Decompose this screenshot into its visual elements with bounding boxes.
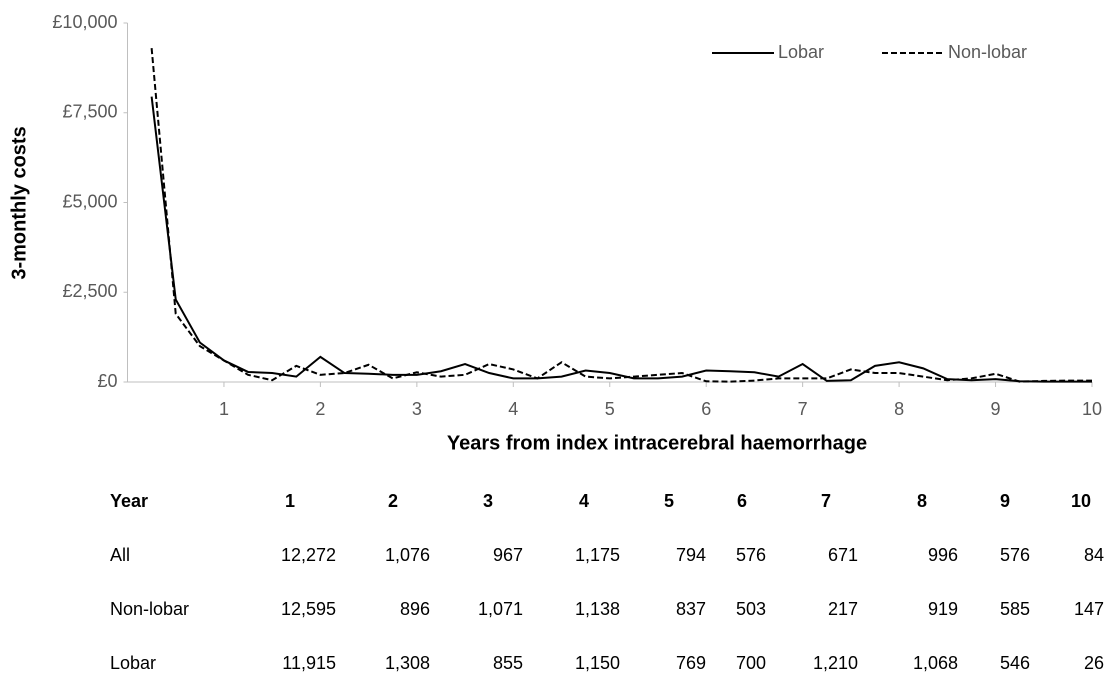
y-tick-label: £5,000 <box>62 191 117 211</box>
table-header: 7 <box>821 491 831 511</box>
table-cell: 794 <box>676 545 706 565</box>
series-line <box>150 48 1092 383</box>
x-tick-label: 1 <box>219 399 229 419</box>
table-cell: 1,068 <box>913 653 958 673</box>
table-row-label: All <box>110 545 130 565</box>
table-cell: 12,595 <box>281 599 336 619</box>
table-cell: 769 <box>676 653 706 673</box>
table-row-label: Non-lobar <box>110 599 189 619</box>
table-header: 9 <box>1000 491 1010 511</box>
x-tick-label: 7 <box>798 399 808 419</box>
x-tick-label: 5 <box>605 399 615 419</box>
x-tick-label: 4 <box>508 399 518 419</box>
table-header: 3 <box>483 491 493 511</box>
table-cell: 1,138 <box>575 599 620 619</box>
y-tick-label: £7,500 <box>62 102 117 122</box>
table-cell: 546 <box>1000 653 1030 673</box>
table-cell: 1,071 <box>478 599 523 619</box>
table-cell: 84 <box>1084 545 1104 565</box>
table-header: 1 <box>285 491 295 511</box>
legend-label: Lobar <box>778 42 824 62</box>
table-cell: 217 <box>828 599 858 619</box>
y-tick-label: £0 <box>97 371 117 391</box>
table-cell: 1,150 <box>575 653 620 673</box>
table-header: 5 <box>664 491 674 511</box>
table-cell: 576 <box>1000 545 1030 565</box>
table-header: 8 <box>917 491 927 511</box>
table-cell: 26 <box>1084 653 1104 673</box>
table-cell: 1,210 <box>813 653 858 673</box>
table-cell: 12,272 <box>281 545 336 565</box>
table-cell: 11,915 <box>282 653 336 673</box>
x-axis-title: Years from index intracerebral haemorrha… <box>447 432 867 454</box>
y-tick-label: £2,500 <box>62 281 117 301</box>
table-cell: 1,076 <box>385 545 430 565</box>
table-cell: 1,175 <box>575 545 620 565</box>
x-tick-label: 9 <box>991 399 1001 419</box>
table-cell: 919 <box>928 599 958 619</box>
table-header: 10 <box>1071 491 1091 511</box>
table-cell: 855 <box>493 653 523 673</box>
table-cell: 503 <box>736 599 766 619</box>
table-cell: 837 <box>676 599 706 619</box>
table-cell: 1,308 <box>385 653 430 673</box>
x-tick-label: 3 <box>412 399 422 419</box>
legend-label: Non-lobar <box>948 42 1027 62</box>
table-row-label: Lobar <box>110 653 156 673</box>
table-header: 2 <box>388 491 398 511</box>
table-cell: 585 <box>1000 599 1030 619</box>
table-header: Year <box>110 491 148 511</box>
series-line <box>150 96 1092 383</box>
table-cell: 700 <box>736 653 766 673</box>
table-cell: 896 <box>400 599 430 619</box>
x-tick-label: 6 <box>701 399 711 419</box>
table-cell: 576 <box>736 545 766 565</box>
y-tick-label: £10,000 <box>52 12 117 32</box>
table-cell: 996 <box>928 545 958 565</box>
table-header: 6 <box>737 491 747 511</box>
x-tick-label: 10 <box>1082 399 1102 419</box>
table-header: 4 <box>579 491 589 511</box>
x-tick-label: 8 <box>894 399 904 419</box>
table-cell: 967 <box>493 545 523 565</box>
table-cell: 671 <box>828 545 858 565</box>
x-tick-label: 2 <box>315 399 325 419</box>
table-cell: 147 <box>1074 599 1104 619</box>
y-axis-title: 3-monthly costs <box>8 126 30 279</box>
